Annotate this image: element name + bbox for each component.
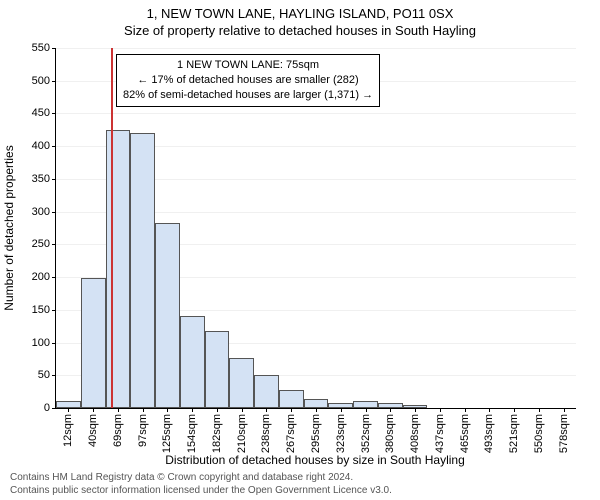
annotation-box: 1 NEW TOWN LANE: 75sqm← 17% of detached … [116,54,380,107]
ytick-mark [52,212,56,213]
ytick-mark [52,408,56,409]
xtick-label: 69sqm [112,414,124,447]
ytick-label: 500 [16,75,50,87]
xtick-mark [93,408,94,412]
xtick-label: 578sqm [558,414,570,453]
annotation-line: ← 17% of detached houses are smaller (28… [123,73,373,88]
gridline [56,113,576,114]
ytick-label: 150 [16,304,50,316]
histogram-bar [180,316,205,408]
ytick-label: 200 [16,271,50,283]
ytick-label: 300 [16,206,50,218]
xtick-mark [316,408,317,412]
xtick-mark [366,408,367,412]
xtick-label: 154sqm [186,414,198,453]
xtick-label: 493sqm [483,414,495,453]
ytick-label: 550 [16,42,50,54]
ytick-label: 400 [16,140,50,152]
xtick-mark [341,408,342,412]
ytick-mark [52,375,56,376]
histogram-bar [229,358,254,408]
ytick-mark [52,48,56,49]
xtick-label: 323sqm [335,414,347,453]
xtick-mark [465,408,466,412]
xtick-label: 40sqm [87,414,99,447]
xtick-label: 521sqm [508,414,520,453]
xtick-label: 182sqm [211,414,223,453]
ytick-mark [52,277,56,278]
ytick-mark [52,146,56,147]
xtick-label: 295sqm [310,414,322,453]
xtick-mark [564,408,565,412]
ytick-label: 100 [16,337,50,349]
xtick-mark [291,408,292,412]
histogram-bar [81,278,106,408]
xtick-mark [118,408,119,412]
histogram-bar [106,130,131,408]
ytick-mark [52,244,56,245]
annotation-line: 1 NEW TOWN LANE: 75sqm [123,58,373,73]
xtick-mark [415,408,416,412]
histogram-bar [353,401,378,408]
y-axis-label: Number of detached properties [2,145,16,310]
plot-region: 05010015020025030035040045050055012sqm40… [55,48,576,409]
xtick-label: 267sqm [285,414,297,453]
xtick-mark [266,408,267,412]
histogram-bar [279,390,304,408]
xtick-mark [539,408,540,412]
xtick-label: 352sqm [360,414,372,453]
xtick-mark [440,408,441,412]
xtick-label: 550sqm [533,414,545,453]
xtick-label: 12sqm [62,414,74,447]
xtick-mark [167,408,168,412]
xtick-mark [489,408,490,412]
xtick-mark [68,408,69,412]
ytick-label: 0 [16,402,50,414]
ytick-mark [52,179,56,180]
histogram-bar [155,223,180,408]
xtick-label: 408sqm [409,414,421,453]
xtick-mark [390,408,391,412]
xtick-label: 238sqm [260,414,272,453]
histogram-bar [205,331,230,408]
xtick-label: 97sqm [137,414,149,447]
histogram-bar [304,399,329,408]
footer-licence: Contains public sector information licen… [10,485,590,496]
ytick-mark [52,310,56,311]
footer-copyright: Contains HM Land Registry data © Crown c… [10,472,590,483]
xtick-label: 210sqm [236,414,248,453]
xtick-mark [514,408,515,412]
ytick-label: 450 [16,107,50,119]
property-marker-line [111,48,113,408]
chart-container: 1, NEW TOWN LANE, HAYLING ISLAND, PO11 0… [0,0,600,500]
gridline [56,48,576,49]
xtick-label: 125sqm [161,414,173,453]
annotation-line: 82% of semi-detached houses are larger (… [123,88,373,103]
chart-subtitle: Size of property relative to detached ho… [0,21,600,38]
ytick-mark [52,343,56,344]
xtick-label: 465sqm [459,414,471,453]
ytick-mark [52,81,56,82]
xtick-mark [143,408,144,412]
xtick-label: 437sqm [434,414,446,453]
xtick-mark [192,408,193,412]
xtick-label: 380sqm [384,414,396,453]
ytick-mark [52,113,56,114]
histogram-bar [254,375,279,408]
ytick-label: 50 [16,369,50,381]
histogram-bar [130,133,155,408]
x-axis-label: Distribution of detached houses by size … [55,453,575,467]
chart-area: Number of detached properties 0501001502… [55,48,575,408]
ytick-label: 250 [16,238,50,250]
xtick-mark [217,408,218,412]
chart-title: 1, NEW TOWN LANE, HAYLING ISLAND, PO11 0… [0,0,600,21]
ytick-label: 350 [16,173,50,185]
xtick-mark [242,408,243,412]
